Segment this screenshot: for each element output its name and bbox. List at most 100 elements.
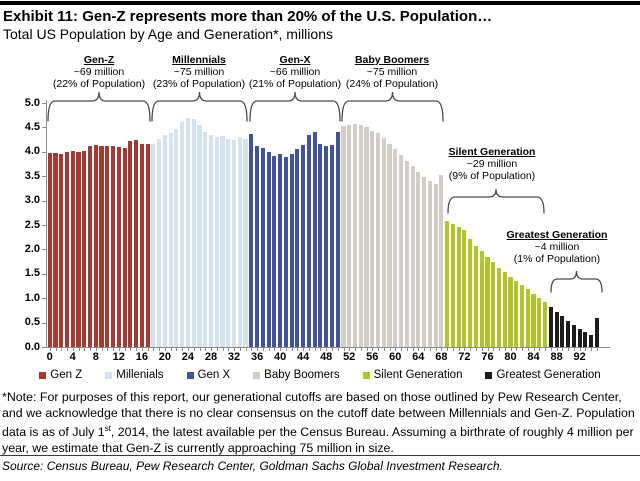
x-tick-label: 80 <box>504 351 517 363</box>
x-axis-tick <box>193 348 195 351</box>
x-axis-tick <box>164 348 166 351</box>
x-axis-line <box>46 347 610 348</box>
bar-baby-boomers-age-65 <box>422 176 427 347</box>
bar-gen-x-age-43 <box>295 149 300 347</box>
x-axis-tick <box>401 348 403 351</box>
x-tick-label: 88 <box>550 351 563 363</box>
bar-greatest-generation-age-87 <box>548 306 553 347</box>
annotation-share: (23% of Population) <box>152 78 246 90</box>
legend-label: Millenials <box>116 369 164 381</box>
legend-item-greatest-generation: Greatest Generation <box>485 369 601 381</box>
x-axis-tick <box>395 348 397 351</box>
bar-baby-boomers-age-67 <box>433 184 438 347</box>
bar-gen-x-age-49 <box>329 144 334 347</box>
bar-silent-generation-age-78 <box>496 267 502 347</box>
x-axis-tick <box>475 348 477 351</box>
bar-gen-x-age-36 <box>255 145 260 347</box>
bar-silent-generation-age-85 <box>537 298 542 347</box>
bar-millenials-age-25 <box>191 118 196 347</box>
annotation-millennials: Millennials ~75 million (23% of Population… <box>134 54 264 90</box>
bar-baby-boomers-age-52 <box>347 124 352 347</box>
legend-label: Silent Generation <box>373 369 463 381</box>
x-axis-tick <box>585 348 587 351</box>
x-axis-tick <box>49 348 51 351</box>
x-axis-tick <box>527 348 529 351</box>
annotation-size: ~4 million <box>534 241 580 253</box>
source-divider <box>0 455 640 456</box>
bar-greatest-generation-age-94 <box>589 335 594 347</box>
bar-millenials-age-20 <box>162 135 167 347</box>
bar-millenials-age-22 <box>174 129 179 347</box>
x-axis-tick <box>55 348 57 351</box>
bar-millenials-age-32 <box>231 140 237 347</box>
x-tick-label: 36 <box>250 351 264 363</box>
x-tick-label: 28 <box>204 351 218 363</box>
bar-baby-boomers-age-54 <box>358 125 363 347</box>
bar-gen-x-age-44 <box>301 144 306 347</box>
x-tick-label: 8 <box>92 351 99 363</box>
annotation-name: Silent Generation <box>448 146 536 158</box>
annotation-name: Baby Boomers <box>354 54 430 66</box>
x-tick-label: 40 <box>273 351 287 363</box>
x-axis-tick <box>72 348 74 351</box>
bar-greatest-generation-age-93 <box>583 331 588 347</box>
bar-gen-z-age-14 <box>128 141 133 347</box>
bar-silent-generation-age-76 <box>485 256 490 347</box>
x-tick-label: 16 <box>135 351 149 363</box>
annotation-size: ~75 million <box>173 66 225 78</box>
bar-millenials-age-29 <box>214 136 219 347</box>
bar-gen-z-age-0 <box>47 153 52 347</box>
y-axis-line <box>46 100 47 347</box>
bar-silent-generation-age-81 <box>514 281 519 347</box>
x-tick-label: 4 <box>69 351 76 363</box>
legend-swatch-icon <box>485 371 493 379</box>
annotation-size: ~66 million <box>269 66 321 78</box>
annotation-name: Greatest Generation <box>506 229 608 241</box>
annotation-baby-boomers: Baby Boomers ~75 million (24% of Populatio… <box>327 54 457 90</box>
y-tick-label: 3.5 <box>24 169 40 182</box>
bar-gen-z-age-4 <box>70 150 75 347</box>
bar-gen-z-age-8 <box>93 144 98 347</box>
annotation-size: ~69 million <box>73 66 125 78</box>
x-axis-tick <box>303 348 305 351</box>
x-axis-tick <box>291 348 293 351</box>
bar-gen-z-age-15 <box>134 139 139 347</box>
bar-silent-generation-age-83 <box>525 289 530 347</box>
annotation-name: Gen-X <box>279 54 311 66</box>
y-axis-tick <box>42 103 46 104</box>
bar-gen-z-age-3 <box>64 151 70 347</box>
y-tick-label: 1.5 <box>24 267 40 280</box>
bar-gen-z-age-13 <box>122 147 127 347</box>
y-axis-tick <box>42 347 46 348</box>
x-axis-tick <box>90 348 91 351</box>
bar-baby-boomers-age-58 <box>381 138 386 347</box>
bar-gen-x-age-38 <box>266 151 271 347</box>
x-axis-tick <box>573 348 575 351</box>
x-axis-tick <box>331 348 333 351</box>
x-tick-label: 72 <box>458 351 471 363</box>
bar-baby-boomers-age-56 <box>370 130 375 347</box>
annotation-size: ~75 million <box>366 66 418 78</box>
legend-item-silent-generation: Silent Generation <box>362 369 463 381</box>
annotation-name: Gen-Z <box>83 54 115 66</box>
legend-label: Gen Z <box>50 369 83 381</box>
x-tick-label: 0 <box>46 351 53 363</box>
x-axis-tick <box>84 348 86 351</box>
x-tick-label: 64 <box>412 351 425 363</box>
x-axis-tick <box>510 348 512 351</box>
x-axis-tick <box>447 348 449 351</box>
x-axis-tick <box>95 348 97 351</box>
bar-gen-x-age-41 <box>283 156 288 347</box>
bar-gen-z-age-1 <box>53 152 58 347</box>
bar-millenials-age-19 <box>157 138 162 347</box>
footnote-text-continued: , 2014, the latest available per the Cen… <box>2 425 634 455</box>
bar-millenials-age-18 <box>151 143 156 347</box>
bar-gen-z-age-10 <box>105 145 110 347</box>
bar-millenials-age-28 <box>208 135 214 347</box>
x-axis-tick <box>412 348 414 351</box>
bar-silent-generation-age-73 <box>468 238 473 347</box>
x-tick-label: 76 <box>481 351 494 363</box>
bar-gen-x-age-42 <box>289 154 294 347</box>
footnote: *Note: For purposes of this report, our … <box>2 390 638 456</box>
